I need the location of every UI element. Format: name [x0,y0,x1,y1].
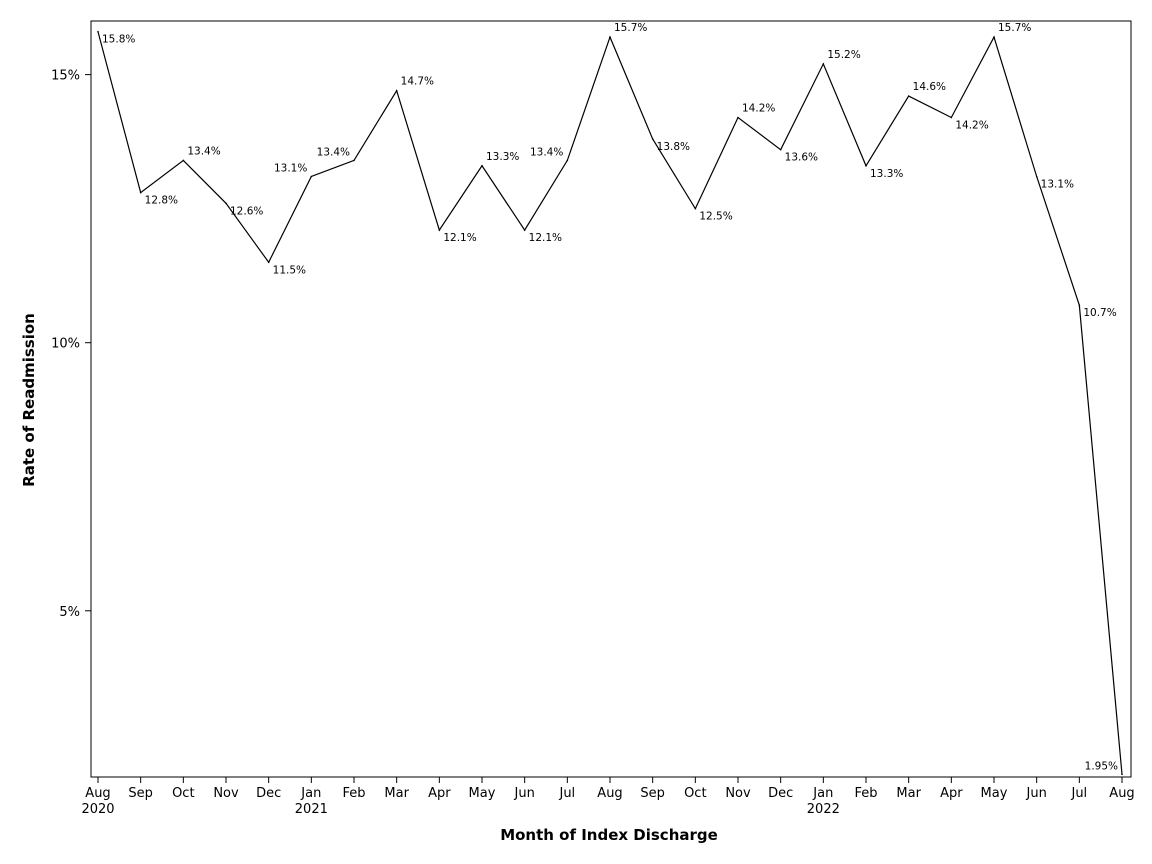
data-point [523,229,526,231]
x-year-label: 2022 [807,802,840,817]
y-axis-title: Rate of Readmission [20,313,38,487]
data-point [481,164,483,167]
data-label: 10.7% [1083,307,1116,319]
readmission-series [97,30,1123,776]
data-point [353,159,355,162]
data-point [609,36,611,38]
data-point [310,175,313,178]
data-point [566,159,569,162]
data-point [182,159,185,162]
x-tick-label: Sep [640,786,665,801]
data-label: 13.4% [187,145,220,157]
x-tick-label: Dec [768,786,793,801]
x-tick-label: Oct [172,786,194,801]
plot-area [90,20,1132,778]
x-tick-label: Apr [428,786,451,801]
x-tick-label: Jun [514,786,535,801]
data-label: 13.1% [1041,178,1074,190]
data-label: 13.1% [274,162,307,174]
data-point [139,191,142,194]
data-point [225,202,227,205]
x-year-label: 2021 [295,802,328,817]
data-label: 15.7% [614,22,647,34]
data-labels: 15.8% 12.8% 13.4% 12.6% 11.5% 13.1% 13.4% 14.7%… [102,22,1118,772]
data-label: 15.8% [102,34,135,46]
data-point [1035,175,1038,178]
x-tick-label: May [981,786,1008,801]
series-line [97,31,1123,775]
data-label: 14.2% [742,103,775,115]
data-point [1121,773,1123,776]
data-label: 14.6% [913,81,946,93]
data-point [865,164,867,167]
data-point [822,63,825,65]
x-axis-title: Month of Index Discharge [500,826,718,844]
y-tick-label: 15% [51,69,80,84]
x-tick-label: Jan [300,786,321,801]
data-point [737,116,739,119]
x-tick-label: Feb [854,786,877,801]
x-tick-label: Aug [85,786,110,801]
data-point [267,261,270,264]
x-tick-label: Apr [940,786,963,801]
data-point [779,148,782,151]
x-tick-label: Sep [128,786,153,801]
x-tick-label: Jan [812,786,833,801]
x-tick-label: May [469,786,496,801]
data-label: 12.6% [230,205,263,217]
data-label: 12.1% [443,232,476,244]
data-label: 13.3% [870,168,903,180]
data-point [438,229,441,231]
x-tick-label: Dec [256,786,281,801]
data-point [97,30,99,33]
y-axis: 5% 10% 15% [51,69,91,620]
x-tick-label: Jun [1026,786,1047,801]
x-tick-label: Oct [684,786,706,801]
x-tick-label: Aug [597,786,622,801]
data-label: 13.3% [486,151,519,163]
data-label: 11.5% [273,264,306,276]
data-label: 13.6% [785,152,818,164]
data-point [950,116,953,119]
x-tick-label: Jul [558,786,575,801]
data-label: 14.7% [401,76,434,88]
data-label: 1.95% [1085,760,1118,772]
data-point [907,95,910,97]
x-tick-label: Nov [213,786,239,801]
x-tick-label: Mar [384,786,409,801]
data-label: 12.5% [699,211,732,223]
data-point [1078,304,1081,306]
data-label: 12.8% [145,195,178,207]
y-tick-label: 10% [51,337,80,352]
data-label: 12.1% [529,232,562,244]
x-tick-label: Feb [342,786,365,801]
x-tick-label: Nov [725,786,751,801]
data-label: 13.8% [657,141,690,153]
data-label: 14.2% [955,120,988,132]
x-tick-label: Jul [1070,786,1087,801]
x-year-label: 2020 [81,802,114,817]
x-tick-label: Mar [896,786,921,801]
data-point [651,138,654,140]
data-point [395,89,398,92]
data-label: 13.4% [317,146,350,158]
y-tick-label: 5% [59,605,80,620]
data-point [993,36,995,38]
x-tick-label: Aug [1109,786,1134,801]
data-point [694,207,697,210]
data-label: 15.7% [998,22,1031,34]
data-label: 15.2% [827,49,860,61]
data-label: 13.4% [530,146,563,158]
